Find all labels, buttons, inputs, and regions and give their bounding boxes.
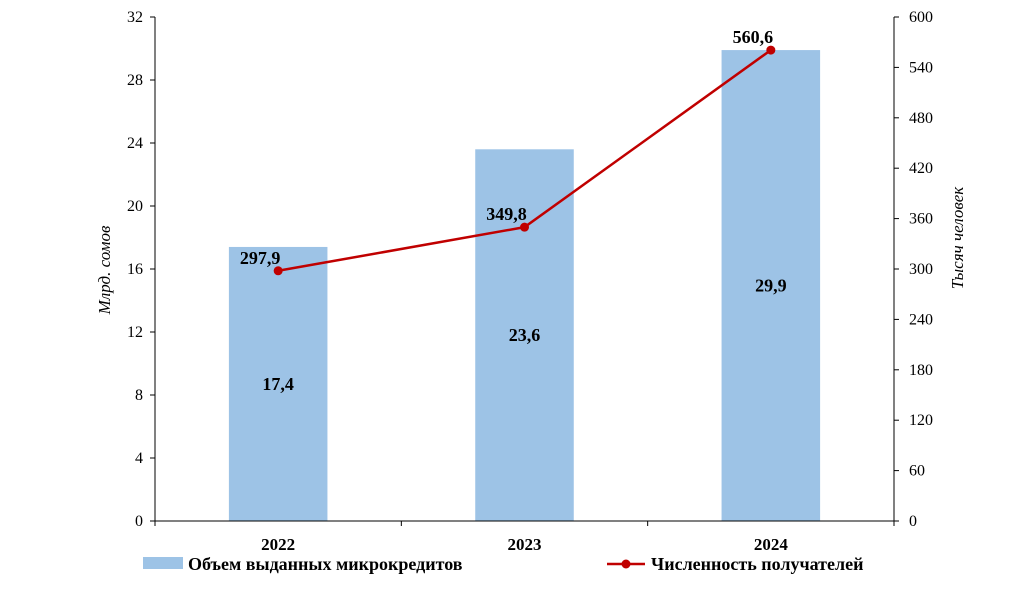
line-value-label: 560,6 bbox=[733, 27, 774, 47]
line-point-2024 bbox=[766, 45, 776, 55]
bar-2023 bbox=[475, 149, 574, 522]
bar-value-label: 17,4 bbox=[262, 374, 294, 394]
line-value-label: 349,8 bbox=[486, 204, 527, 224]
bar-2024 bbox=[721, 50, 821, 521]
right-tick-label: 240 bbox=[909, 311, 933, 328]
bars-layer bbox=[228, 50, 821, 522]
right-tick-label: 420 bbox=[909, 160, 933, 177]
left-tick-label: 20 bbox=[127, 198, 143, 215]
bar-value-label: 29,9 bbox=[755, 276, 787, 296]
x-tick-label: 2023 bbox=[508, 535, 542, 554]
line-layer bbox=[273, 45, 776, 276]
line-point-2023 bbox=[520, 222, 529, 232]
left-tick-label: 28 bbox=[127, 72, 143, 89]
legend-bar-label: Объем выданных микрокредитов bbox=[188, 554, 463, 574]
left-tick-label: 4 bbox=[135, 450, 143, 467]
bar-value-label: 23,6 bbox=[509, 325, 541, 345]
right-tick-label: 0 bbox=[909, 513, 917, 530]
left-tick-label: 0 bbox=[135, 513, 143, 530]
left-tick-label: 12 bbox=[127, 324, 143, 341]
right-tick-label: 180 bbox=[909, 362, 933, 379]
left-tick-label: 8 bbox=[135, 387, 143, 404]
line-point-2022 bbox=[273, 266, 283, 276]
legend-line-label: Численность получателей bbox=[651, 554, 863, 574]
legend-bar-swatch bbox=[143, 557, 183, 569]
labels-layer: 17,4 23,6 29,9 297,9 349,8 560,6 bbox=[240, 27, 787, 394]
line-value-label: 297,9 bbox=[240, 248, 281, 268]
right-tick-label: 360 bbox=[909, 211, 933, 228]
right-tick-label: 300 bbox=[909, 261, 933, 278]
right-tick-label: 540 bbox=[909, 59, 933, 76]
axes-layer: 0481216202428320601201802403003604204805… bbox=[127, 9, 933, 554]
right-axis-title: Тысяч человек bbox=[948, 186, 967, 289]
right-tick-label: 600 bbox=[909, 9, 933, 26]
x-tick-label: 2024 bbox=[754, 535, 789, 554]
right-tick-label: 60 bbox=[909, 463, 925, 480]
right-tick-label: 120 bbox=[909, 412, 933, 429]
left-tick-label: 16 bbox=[127, 261, 143, 278]
left-axis-title: Млрд. сомов bbox=[95, 225, 114, 315]
bar-2022 bbox=[228, 246, 328, 521]
legend: Объем выданных микрокредитов Численность… bbox=[143, 554, 863, 574]
left-tick-label: 24 bbox=[127, 135, 143, 152]
legend-line-marker bbox=[621, 559, 631, 569]
x-tick-label: 2022 bbox=[261, 535, 295, 554]
left-tick-label: 32 bbox=[127, 9, 143, 26]
right-tick-label: 480 bbox=[909, 110, 933, 127]
